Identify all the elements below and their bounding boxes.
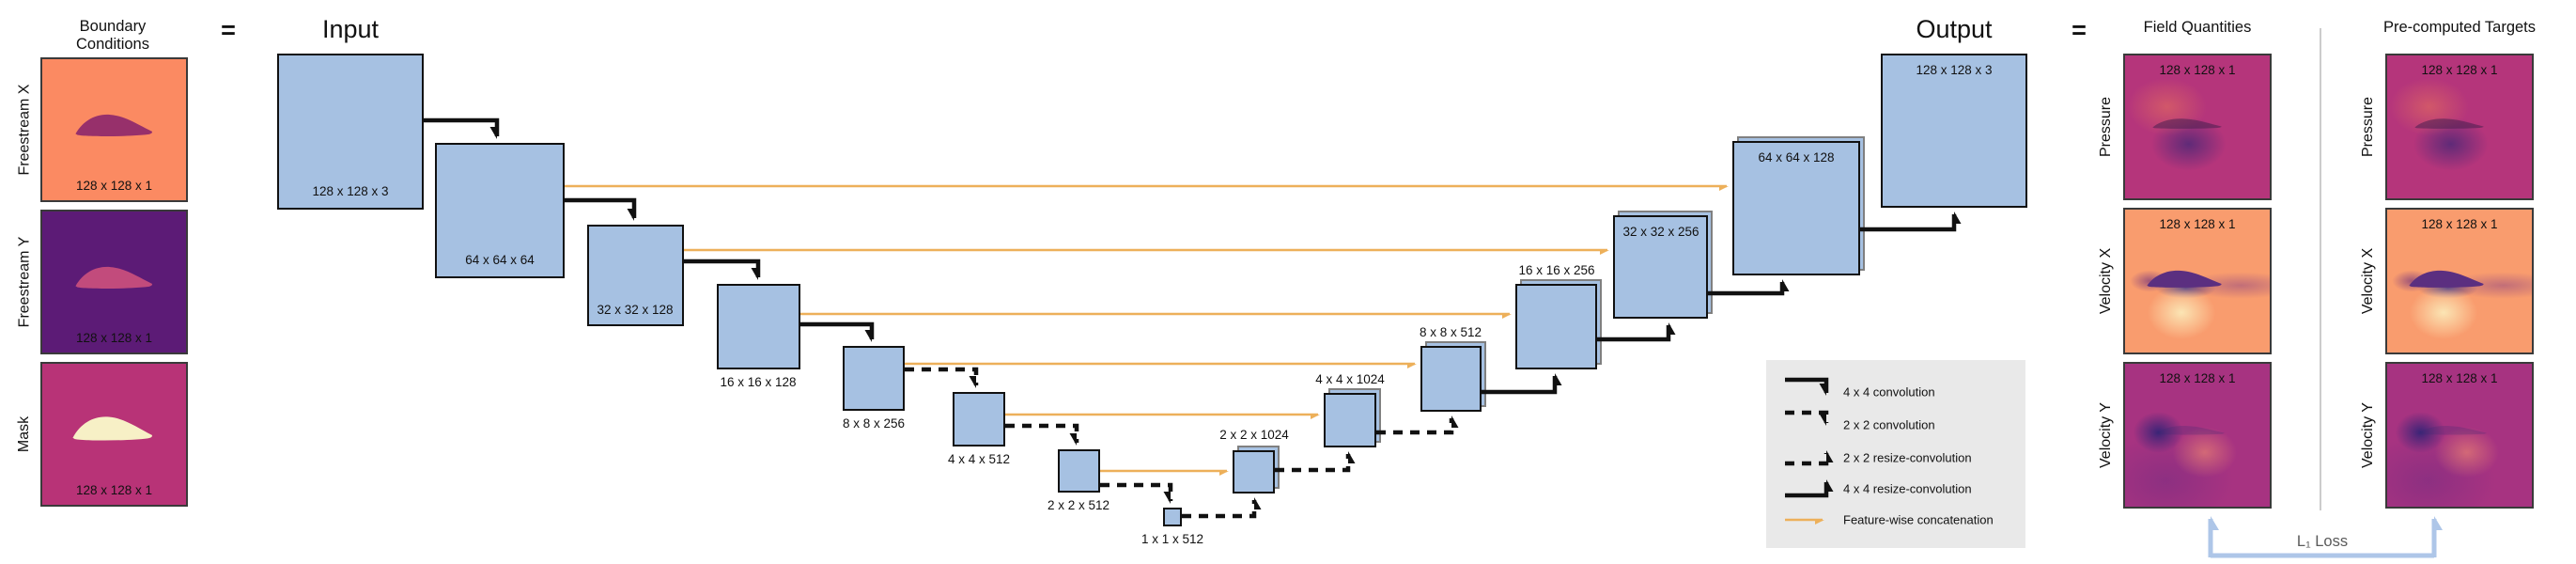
output-block-dims: 128 x 128 x 3 xyxy=(1916,63,1993,77)
decoder-dims-64: 64 x 64 x 128 xyxy=(1758,150,1835,164)
mask-label: Mask xyxy=(16,415,33,453)
freestream-y-dims: 128 x 128 x 1 xyxy=(75,331,153,345)
equals-sign-right: = xyxy=(2072,16,2087,44)
field-pressure-dims: 128 x 128 x 1 xyxy=(2159,63,2236,77)
airfoil-silhouette xyxy=(2146,267,2224,291)
airfoil-silhouette xyxy=(2408,267,2486,291)
freestream-y-label: Freestream Y xyxy=(16,236,32,328)
field-velocity-y-label: Velocity Y xyxy=(2098,402,2114,468)
encoder-block-4 xyxy=(953,392,1005,446)
encoder-dims-16: 16 x 16 x 128 xyxy=(720,375,797,389)
boundary-conditions-title-line1: Boundary xyxy=(79,18,147,35)
legend-feature-wise-concatenation: Feature-wise concatenation xyxy=(1843,512,1994,527)
target-pressure-image: 128 x 128 x 1 xyxy=(2385,54,2534,200)
airfoil-silhouette xyxy=(2416,424,2489,437)
freestream-x-dims: 128 x 128 x 1 xyxy=(75,179,153,193)
target-velocity-x-dims: 128 x 128 x 1 xyxy=(2421,217,2498,231)
freestream-x-label: Freestream X xyxy=(16,84,33,176)
encoder-block-128 xyxy=(277,54,424,210)
decoder-block-8 xyxy=(1420,346,1482,412)
decoder-block-64 xyxy=(1732,141,1860,275)
encoder-dims-64: 64 x 64 x 64 xyxy=(465,253,535,267)
field-velocity-x-dims: 128 x 128 x 1 xyxy=(2159,217,2236,231)
encoder-block-1 xyxy=(1163,508,1182,526)
conv-2x2-arrows xyxy=(905,367,1173,501)
encoder-block-64 xyxy=(435,143,565,278)
legend-2x2-resize-convolution: 2 x 2 resize-convolution xyxy=(1843,450,1972,465)
encoder-block-8 xyxy=(843,346,905,411)
encoder-dims-1: 1 x 1 x 512 xyxy=(1141,532,1204,546)
encoder-dims-4: 4 x 4 x 512 xyxy=(947,452,1011,466)
decoder-block-4 xyxy=(1324,393,1376,447)
l1-loss-label: L₁ Loss xyxy=(2296,533,2349,550)
column-divider xyxy=(2320,28,2321,510)
freestream-x-image: 128 x 128 x 1 xyxy=(40,57,188,202)
legend-4x4-convolution: 4 x 4 convolution xyxy=(1843,384,1935,400)
field-quantities-title: Field Quantities xyxy=(2143,19,2252,36)
target-velocity-y-label: Velocity Y xyxy=(2360,402,2376,468)
field-pressure-image: 128 x 128 x 1 xyxy=(2123,54,2272,200)
decoder-dims-8: 8 x 8 x 512 xyxy=(1419,325,1482,339)
legend-2x2-convolution: 2 x 2 convolution xyxy=(1843,417,1935,432)
encoder-dims-128: 128 x 128 x 3 xyxy=(312,184,389,198)
encoder-dims-32: 32 x 32 x 128 xyxy=(597,303,674,317)
mask-image: 128 x 128 x 1 xyxy=(40,362,188,507)
decoder-block-2 xyxy=(1233,450,1275,494)
pre-computed-targets-title: Pre-computed Targets xyxy=(2382,19,2537,36)
target-pressure-dims: 128 x 128 x 1 xyxy=(2421,63,2498,77)
target-velocity-y-dims: 128 x 128 x 1 xyxy=(2421,371,2498,385)
target-velocity-y-image: 128 x 128 x 1 xyxy=(2385,362,2534,509)
output-title: Output xyxy=(1916,15,1993,43)
mask-dims: 128 x 128 x 1 xyxy=(75,483,153,497)
decoder-dims-32: 32 x 32 x 256 xyxy=(1622,225,1699,239)
encoder-block-16 xyxy=(717,284,800,369)
airfoil-silhouette xyxy=(74,110,155,141)
field-velocity-y-dims: 128 x 128 x 1 xyxy=(2159,371,2236,385)
field-velocity-y-image: 128 x 128 x 1 xyxy=(2123,362,2272,509)
freestream-y-image: 128 x 128 x 1 xyxy=(40,210,188,354)
encoder-block-2 xyxy=(1058,449,1100,493)
legend-4x4-resize-convolution: 4 x 4 resize-convolution xyxy=(1843,481,1972,496)
boundary-conditions-title-line2: Conditions xyxy=(76,36,149,53)
airfoil-silhouette xyxy=(74,262,155,293)
decoder-dims-2: 2 x 2 x 1024 xyxy=(1219,428,1289,442)
encoder-dims-2: 2 x 2 x 512 xyxy=(1047,498,1110,512)
encoder-dims-8: 8 x 8 x 256 xyxy=(842,416,906,431)
output-block xyxy=(1881,54,2027,208)
decoder-block-16 xyxy=(1515,284,1597,369)
decoder-block-32 xyxy=(1613,215,1708,319)
equals-sign-left: = xyxy=(221,16,236,44)
field-pressure-label: Pressure xyxy=(2098,96,2114,158)
airfoil-silhouette xyxy=(71,412,155,446)
decoder-dims-4: 4 x 4 x 1024 xyxy=(1315,372,1385,386)
field-velocity-x-label: Velocity X xyxy=(2098,247,2115,315)
field-velocity-x-image: 128 x 128 x 1 xyxy=(2123,208,2272,354)
decoder-dims-16: 16 x 16 x 256 xyxy=(1518,263,1595,277)
airfoil-silhouette xyxy=(2151,117,2224,131)
encoder-block-32 xyxy=(587,225,684,326)
airfoil-silhouette xyxy=(2413,117,2486,131)
target-velocity-x-image: 128 x 128 x 1 xyxy=(2385,208,2534,354)
target-pressure-label: Pressure xyxy=(2360,96,2376,158)
target-velocity-x-label: Velocity X xyxy=(2360,247,2377,315)
input-title: Input xyxy=(321,15,380,43)
airfoil-silhouette xyxy=(2154,424,2227,437)
